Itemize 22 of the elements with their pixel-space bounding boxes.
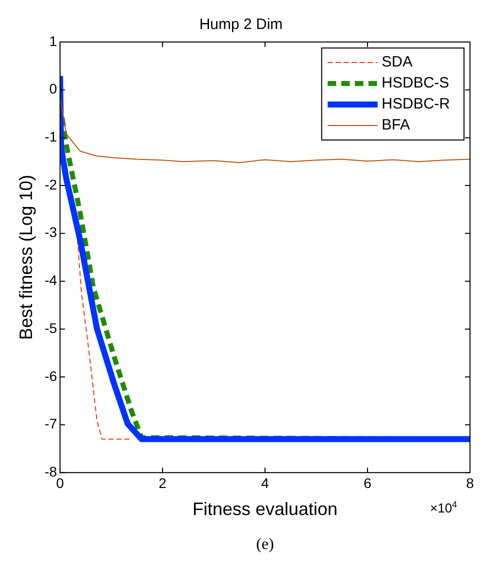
y-tick-label: 0 bbox=[49, 80, 58, 97]
x-tick-label: 2 bbox=[158, 474, 167, 491]
y-tick-label: -4 bbox=[44, 272, 58, 288]
y-axis-title: Best fitness (Log 10) bbox=[16, 174, 36, 340]
x-tick-label: 4 bbox=[261, 474, 270, 491]
text: (e) bbox=[256, 536, 274, 553]
legend-label: BFA bbox=[382, 116, 410, 134]
y-tick-label: 1 bbox=[49, 32, 58, 49]
y-tick-label: -2 bbox=[44, 176, 58, 192]
y-tick-label: -6 bbox=[44, 368, 58, 384]
y-tick-label: -7 bbox=[44, 416, 58, 432]
legend-label: HSDBC-R bbox=[382, 96, 450, 113]
legend-label: SDA bbox=[382, 54, 413, 71]
x-axis-title: Fitness evaluation bbox=[192, 499, 338, 520]
chart-title: Hump 2 Dim bbox=[199, 16, 283, 34]
y-tick-label: -5 bbox=[44, 320, 58, 336]
legend-label: HSDBC-S bbox=[382, 74, 450, 92]
x-tick-label: 6 bbox=[364, 474, 372, 491]
y-tick-label: -8 bbox=[44, 463, 58, 480]
x-tick-label: 8 bbox=[466, 474, 474, 491]
y-tick-label: -1 bbox=[44, 128, 58, 145]
y-tick-label: -3 bbox=[44, 224, 58, 240]
